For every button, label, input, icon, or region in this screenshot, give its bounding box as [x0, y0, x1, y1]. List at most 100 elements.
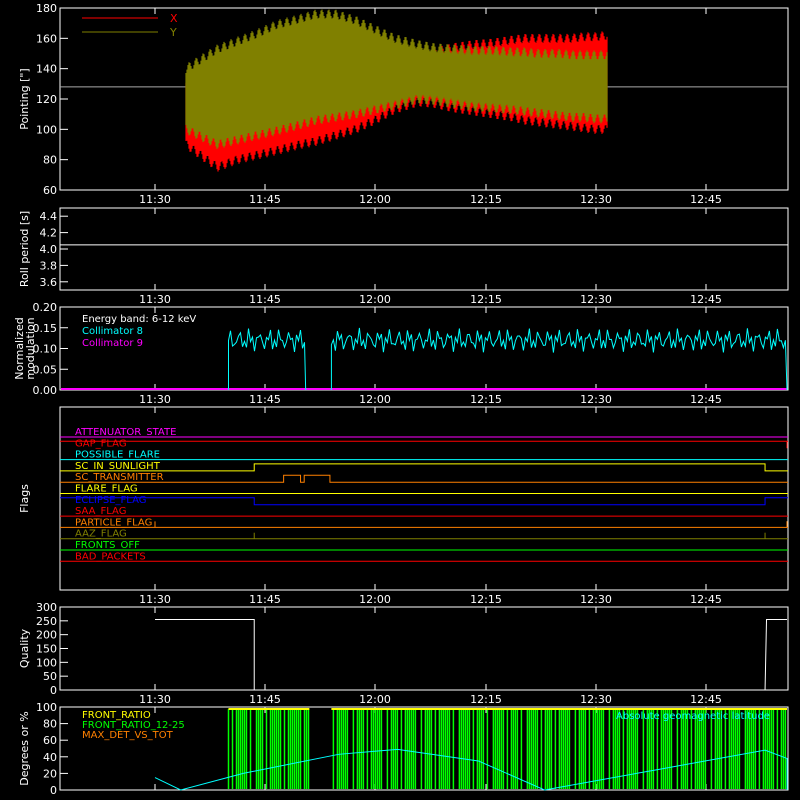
quality-line [155, 618, 787, 691]
pointing-ytick-label: 160 [36, 32, 57, 45]
modulation-ytick-label: 0.00 [33, 384, 58, 397]
quality-ytick-label: 0 [50, 684, 57, 697]
geomag-legend-2: MAX_DET_VS_TOT [82, 730, 174, 741]
geomag-ytick-label: 40 [43, 751, 57, 764]
roll-ytick-label: 3.8 [40, 259, 58, 272]
pointing-ytick-label: 180 [36, 2, 57, 15]
quality-xtick-label: 12:00 [359, 693, 391, 706]
pointing-ytick-label: 80 [43, 154, 57, 167]
geomag-ytick-label: 100 [36, 701, 57, 714]
front-ratio-band [331, 708, 787, 789]
roll-xtick-label: 11:30 [139, 293, 171, 306]
quality-xtick-label: 11:45 [249, 693, 281, 706]
flag-trace [60, 474, 788, 483]
flag-label-gap_flag: GAP_FLAG [75, 438, 127, 449]
flag-label-fronts_off: FRONTS_OFF [75, 540, 140, 551]
modulation-collimator-8-segment [228, 328, 307, 391]
geomag-legend-0: FRONT_RATIO [82, 710, 151, 721]
roll-xtick-label: 12:45 [690, 293, 722, 306]
flags-xtick-label: 12:30 [580, 593, 612, 606]
pointing-ytick-label: 60 [43, 184, 57, 197]
flag-label-sc_transmitter: SC_TRANSMITTER [75, 472, 164, 483]
flag-trace [60, 440, 788, 449]
flag-sc_in_sunlight [60, 463, 788, 472]
roll-xtick-label: 12:15 [470, 293, 502, 306]
pointing-xtick-label: 12:45 [690, 193, 722, 206]
modulation-ytick-label: 0.05 [33, 363, 58, 376]
roll-ytick-label: 3.6 [40, 276, 58, 289]
modulation-ytick-label: 0.20 [33, 301, 58, 314]
geomag-legend-1: FRONT_RATIO_12-25 [82, 720, 185, 731]
roll-ylabel: Roll period [s] [18, 211, 31, 287]
flags-ylabel: Flags [18, 484, 31, 513]
flags-xtick-label: 11:30 [139, 593, 171, 606]
geomag-axes-frame [59, 706, 789, 791]
flag-label-particle_flag: PARTICLE_FLAG [75, 517, 152, 528]
quality-xtick-label: 12:45 [690, 693, 722, 706]
flag-label-flare_flag: FLARE_FLAG [75, 484, 138, 495]
pointing-xtick-label: 12:15 [470, 193, 502, 206]
front-ratio-band [227, 708, 310, 789]
flags-axes-frame [59, 406, 789, 591]
flag-label-sc_in_sunlight: SC_IN_SUNLIGHT [75, 461, 161, 472]
pointing-series-Y [185, 9, 608, 149]
modulation-xtick-label: 12:00 [359, 393, 391, 406]
modulation-legend-1: Collimator 8 [82, 326, 143, 337]
pointing-xtick-label: 11:30 [139, 193, 171, 206]
pointing-ytick-label: 120 [36, 93, 57, 106]
flags-xtick-label: 12:00 [359, 593, 391, 606]
roll-xtick-label: 12:30 [580, 293, 612, 306]
pointing-ylabel: Pointing ["] [18, 68, 31, 129]
geomag-right-label: Absolute geomagnetic latitude [616, 711, 770, 722]
pointing-xtick-label: 12:30 [580, 193, 612, 206]
quality-ytick-label: 150 [36, 643, 57, 656]
quality-ytick-label: 50 [43, 670, 57, 683]
modulation-ylabel: Normalized [13, 317, 26, 379]
modulation-ylabel: modulation [24, 317, 37, 379]
flag-label-aaz_flag: AAZ_FLAG [75, 529, 127, 540]
geomag-latitude-line [154, 748, 788, 791]
modulation-xtick-label: 11:30 [139, 393, 171, 406]
flag-gap_flag [60, 440, 788, 449]
flag-particle_flag [60, 521, 788, 528]
flags-xtick-label: 12:45 [690, 593, 722, 606]
modulation-xtick-label: 11:45 [249, 393, 281, 406]
modulation-xtick-label: 12:30 [580, 393, 612, 406]
flag-trace [60, 463, 788, 472]
geomag-ytick-label: 0 [50, 784, 57, 797]
geomag-ylabel: Degrees or % [18, 711, 31, 785]
flag-eclipse_flag [60, 497, 788, 506]
modulation-ytick-label: 0.15 [33, 322, 58, 335]
roll-ytick-label: 4.2 [40, 227, 58, 240]
modulation-xtick-label: 12:45 [690, 393, 722, 406]
geomag-ytick-label: 20 [43, 767, 57, 780]
quality-ytick-label: 250 [36, 615, 57, 628]
quality-xtick-label: 12:30 [580, 693, 612, 706]
pointing-xtick-label: 11:45 [249, 193, 281, 206]
quality-ytick-label: 300 [36, 601, 57, 614]
pointing-legend-label-Y: Y [169, 26, 177, 39]
pointing-ytick-label: 100 [36, 123, 57, 136]
flag-label-eclipse_flag: ECLIPSE_FLAG [75, 495, 146, 506]
quality-ytick-label: 100 [36, 656, 57, 669]
roll-xtick-label: 11:45 [249, 293, 281, 306]
roll-ytick-label: 4.0 [40, 243, 58, 256]
modulation-collimator-8-segment [330, 327, 788, 391]
flag-trace [60, 497, 788, 506]
pointing-ytick-label: 140 [36, 63, 57, 76]
pointing-legend-label-X: X [170, 12, 178, 25]
quality-xtick-label: 12:15 [470, 693, 502, 706]
modulation-legend-0: Energy band: 6-12 keV [82, 314, 196, 325]
quality-xtick-label: 11:30 [139, 693, 171, 706]
roll-axes-frame [59, 207, 789, 291]
flag-sc_transmitter [60, 474, 788, 483]
flag-label-attenuator_state: ATTENUATOR_STATE [75, 427, 176, 438]
flag-label-saa_flag: SAA_FLAG [75, 506, 126, 517]
flag-aaz_flag [60, 532, 788, 540]
modulation-ytick-label: 0.10 [33, 343, 58, 356]
quality-ylabel: Quality [18, 628, 31, 668]
geomag-ytick-label: 60 [43, 734, 57, 747]
geomag-ytick-label: 80 [43, 718, 57, 731]
modulation-legend-2: Collimator 9 [82, 338, 143, 349]
